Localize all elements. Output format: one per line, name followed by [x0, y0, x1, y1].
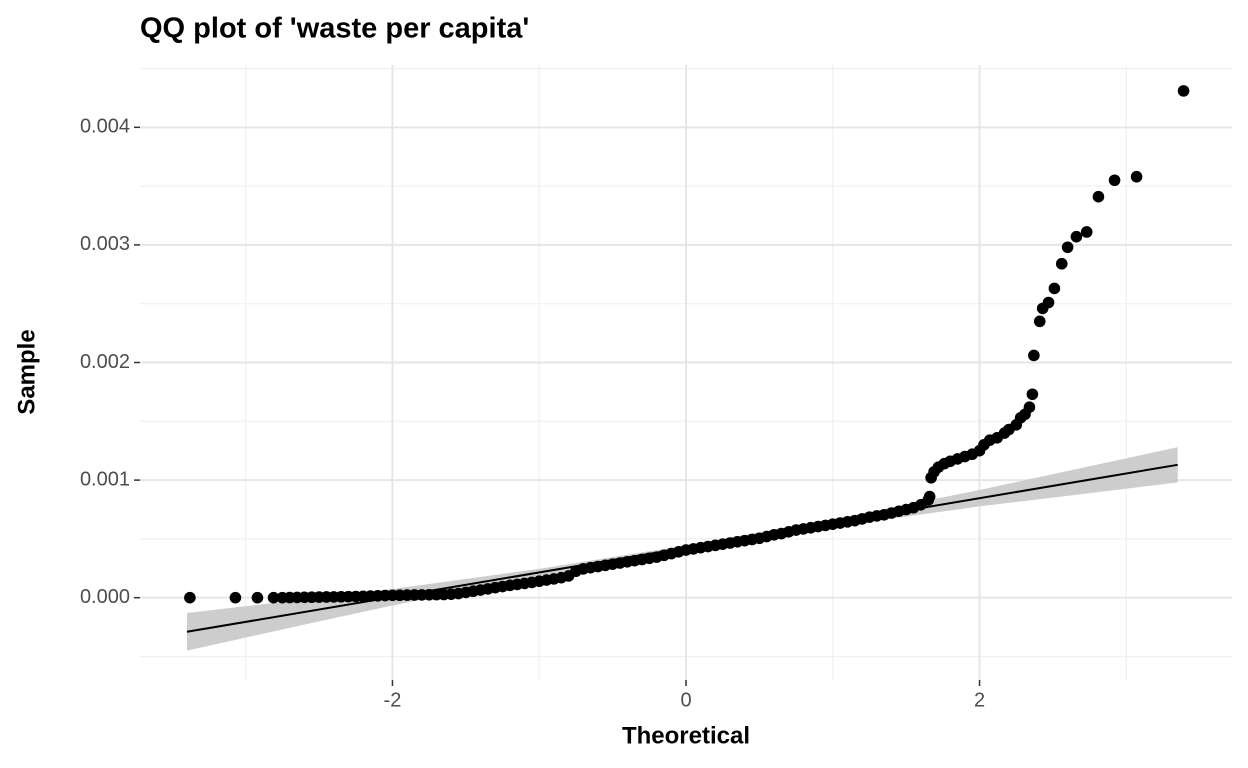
point	[251, 591, 264, 604]
point	[1042, 296, 1055, 309]
point	[1080, 226, 1093, 238]
point	[1033, 315, 1046, 328]
point	[923, 490, 936, 503]
x-tick-label: -2	[384, 689, 402, 711]
y-tick-label: 0.000	[80, 586, 130, 608]
point	[267, 591, 280, 604]
point	[1026, 388, 1039, 401]
chart-title: QQ plot of 'waste per capita'	[140, 13, 529, 45]
point	[1130, 170, 1143, 183]
y-tick-label: 0.002	[80, 351, 130, 373]
x-tick-label: 0	[680, 689, 691, 711]
point	[184, 591, 196, 604]
point	[1028, 349, 1040, 362]
y-tick-label: 0.004	[80, 116, 130, 138]
point	[1177, 85, 1190, 97]
point	[1048, 282, 1061, 295]
plot-area	[184, 85, 1190, 651]
point	[1023, 401, 1036, 413]
x-axis-title: Theoretical	[622, 722, 750, 749]
point	[1055, 257, 1068, 270]
point	[1092, 190, 1105, 203]
x-tick-label: 2	[974, 689, 985, 711]
y-tick-label: 0.001	[80, 468, 130, 490]
point	[1108, 174, 1121, 187]
y-axis-title: Sample	[13, 329, 40, 414]
point	[1061, 241, 1074, 254]
point	[1070, 230, 1083, 243]
y-tick-label: 0.003	[80, 233, 130, 255]
point	[229, 591, 242, 604]
